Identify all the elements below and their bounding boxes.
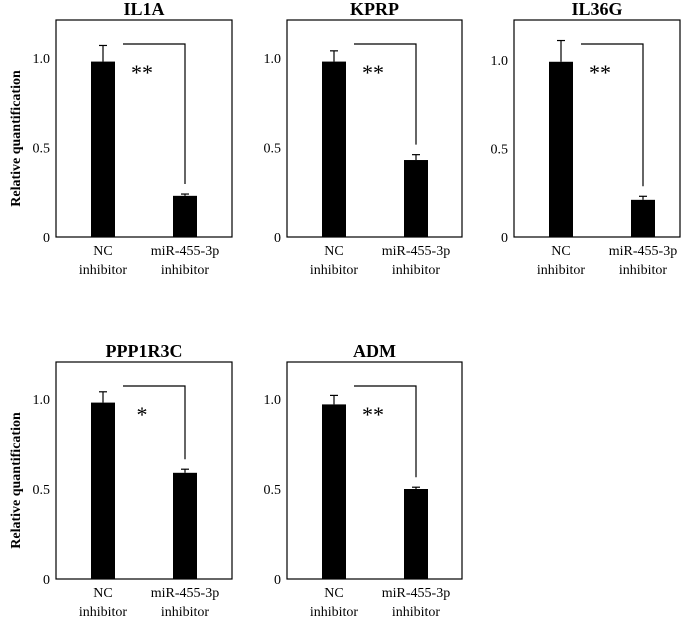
plot-frame-1 <box>55 19 233 238</box>
y-tick-label: 1.0 <box>33 393 51 408</box>
bar <box>404 489 428 579</box>
y-axis-label: Relative quantification <box>9 412 24 549</box>
panel-title-1: IL1A <box>123 0 164 19</box>
bar <box>91 61 115 237</box>
panel-title-4: PPP1R3C <box>106 341 183 361</box>
y-tick-label: 0.5 <box>264 142 282 157</box>
significance-bracket <box>123 43 186 185</box>
category-label: NC <box>93 244 112 259</box>
bar <box>404 160 428 237</box>
category-label: inhibitor <box>392 605 441 620</box>
category-label: NC <box>324 586 343 601</box>
y-tick-label: 0 <box>274 573 281 588</box>
panel-title-2: KPRP <box>350 0 399 19</box>
category-label: miR-455-3p <box>151 244 219 259</box>
y-tick-label: 0.5 <box>491 143 509 158</box>
plot-frame-3 <box>513 19 681 238</box>
significance-bracket <box>354 385 417 478</box>
category-label: miR-455-3p <box>151 586 219 601</box>
category-label: inhibitor <box>310 263 359 278</box>
category-label: inhibitor <box>537 263 586 278</box>
significance-marker: ** <box>589 60 611 85</box>
y-tick-label: 1.0 <box>264 393 282 408</box>
category-label: NC <box>551 244 570 259</box>
bar <box>549 61 573 237</box>
y-tick-label: 1.0 <box>33 52 51 67</box>
bar <box>631 199 655 237</box>
category-label: miR-455-3p <box>382 244 450 259</box>
significance-marker: ** <box>362 402 384 427</box>
bar <box>91 402 115 579</box>
y-tick-label: 0.5 <box>264 483 282 498</box>
significance-bracket <box>354 43 417 145</box>
bar <box>173 472 197 579</box>
y-axis-label: Relative quantification <box>9 70 24 207</box>
category-label: inhibitor <box>619 263 668 278</box>
bar <box>173 195 197 237</box>
category-label: inhibitor <box>79 605 128 620</box>
significance-marker: ** <box>131 60 153 85</box>
category-label: inhibitor <box>392 263 441 278</box>
category-label: miR-455-3p <box>382 586 450 601</box>
y-tick-label: 0.5 <box>33 483 51 498</box>
y-tick-label: 0 <box>43 231 50 246</box>
plot-frame-4 <box>55 361 233 580</box>
bar <box>322 404 346 579</box>
y-tick-label: 0.5 <box>33 142 51 157</box>
significance-marker: * <box>137 402 148 427</box>
significance-bracket <box>581 43 644 187</box>
bar <box>322 61 346 237</box>
category-label: inhibitor <box>79 263 128 278</box>
y-tick-label: 0 <box>501 231 508 246</box>
y-tick-label: 1.0 <box>491 54 509 69</box>
panel-title-3: IL36G <box>571 0 622 19</box>
category-label: miR-455-3p <box>609 244 677 259</box>
y-tick-label: 1.0 <box>264 52 282 67</box>
y-tick-label: 0 <box>43 573 50 588</box>
category-label: inhibitor <box>310 605 359 620</box>
plot-frame-5 <box>286 361 463 580</box>
significance-marker: ** <box>362 60 384 85</box>
category-label: inhibitor <box>161 605 210 620</box>
category-label: NC <box>93 586 112 601</box>
significance-bracket <box>123 385 186 460</box>
plot-frame-2 <box>286 19 463 238</box>
category-label: inhibitor <box>161 263 210 278</box>
y-tick-label: 0 <box>274 231 281 246</box>
panel-title-5: ADM <box>353 341 396 361</box>
category-label: NC <box>324 244 343 259</box>
